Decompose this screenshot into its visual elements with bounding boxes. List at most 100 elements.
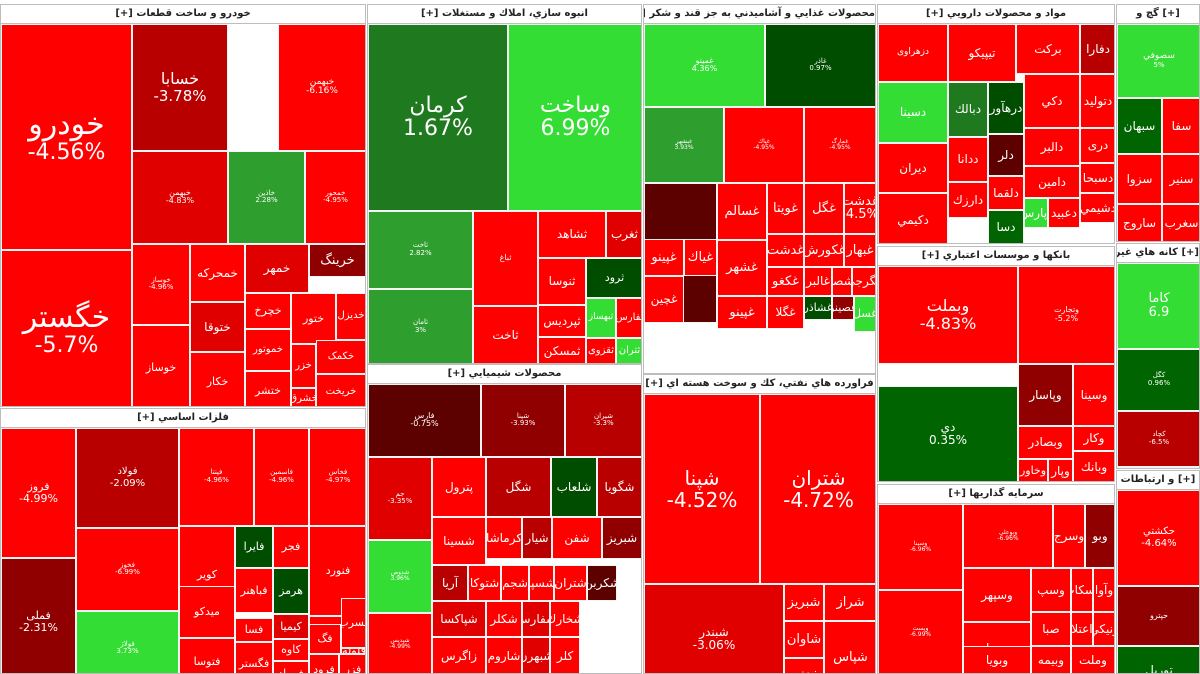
stock-tile[interactable]: خمحركه	[190, 244, 245, 302]
sector-title[interactable]: خودرو و ساخت قطعات [+]	[1, 5, 365, 24]
stock-tile[interactable]: ثشاهد	[538, 211, 606, 258]
stock-tile[interactable]: فايرا	[235, 526, 273, 568]
stock-tile[interactable]: ديران	[878, 143, 948, 193]
sector-title[interactable]: [+] گچ و	[1117, 5, 1199, 24]
stock-tile[interactable]: خكار	[190, 352, 245, 406]
stock-tile[interactable]: شگل	[486, 457, 551, 517]
stock-tile[interactable]: شيار	[522, 517, 552, 559]
stock-tile[interactable]: فخوز -6.99%	[76, 528, 179, 611]
stock-tile[interactable]: خوساز -4.96%	[132, 244, 190, 325]
stock-tile[interactable]: غكورش	[804, 234, 844, 267]
stock-tile[interactable]: خسابا -3.78%	[132, 24, 228, 151]
stock-tile[interactable]: وسپ	[1031, 568, 1071, 612]
stock-tile[interactable]: فتوسا	[179, 638, 235, 673]
stock-tile[interactable]: شاروم	[486, 637, 522, 673]
stock-tile[interactable]: خکمک	[316, 340, 365, 374]
stock-tile[interactable]: كرماشا	[486, 517, 522, 559]
stock-tile[interactable]: وتجارت -5.2%	[1018, 266, 1114, 364]
stock-tile[interactable]: غمينو 4.36%	[644, 24, 765, 107]
stock-tile[interactable]: شاوان	[784, 621, 824, 658]
stock-tile[interactable]: وبملت -4.83%	[878, 266, 1018, 364]
stock-tile[interactable]: جم -3.35%	[368, 457, 432, 540]
stock-tile[interactable]: فولاد -2.09%	[76, 428, 179, 528]
stock-tile[interactable]: ثامان 3%	[368, 289, 473, 363]
stock-tile[interactable]: وساخت 6.99%	[508, 24, 641, 211]
stock-tile[interactable]: غگل	[804, 183, 844, 234]
stock-tile[interactable]: شتوكا	[468, 565, 501, 601]
stock-tile[interactable]: شتران -4.72%	[760, 394, 875, 584]
stock-tile[interactable]: شفارس	[522, 601, 550, 637]
stock-tile[interactable]: تيپيكو	[948, 24, 1016, 82]
stock-tile[interactable]: درى	[1080, 128, 1114, 163]
sector-title[interactable]: [+] و ارتباطات	[1117, 471, 1199, 490]
stock-tile[interactable]: غسالم	[717, 183, 767, 240]
stock-tile[interactable]: وسرج	[1053, 504, 1085, 568]
stock-tile[interactable]: ثقزوی	[586, 338, 616, 363]
sector-title[interactable]: فلزات اساسي [+]	[1, 409, 365, 428]
sector-title[interactable]: سرمايه گذاريها [+]	[878, 485, 1114, 504]
stock-tile[interactable]: ختوقا	[190, 302, 245, 352]
stock-tile[interactable]: ختشر	[245, 371, 291, 406]
stock-tile[interactable]: وبو	[1085, 504, 1114, 568]
stock-tile[interactable]: وكار	[1073, 426, 1114, 451]
stock-tile[interactable]: وخاور	[1018, 459, 1048, 481]
stock-tile[interactable]: صبا	[1031, 612, 1071, 646]
stock-tile[interactable]: دتوليد	[1080, 74, 1114, 128]
stock-tile[interactable]: ونيكي	[1093, 612, 1114, 646]
stock-tile[interactable]: غياك	[684, 239, 717, 276]
sector-title[interactable]: مواد و محصولات دارويي [+]	[878, 5, 1114, 24]
stock-tile[interactable]: وآوا	[1093, 568, 1114, 612]
stock-tile[interactable]: فباهنر	[235, 568, 273, 613]
stock-tile[interactable]: خچرخ	[245, 293, 291, 329]
stock-tile[interactable]: شيران -3.3%	[565, 384, 641, 457]
stock-tile[interactable]: بركت	[1016, 24, 1080, 74]
stock-tile[interactable]: خگستر -5.7%	[1, 250, 132, 406]
stock-tile[interactable]: وسينا -6.96%	[878, 504, 963, 590]
stock-tile[interactable]: غالبر	[804, 267, 832, 296]
stock-tile[interactable]: ددانا	[948, 137, 988, 182]
sector-title[interactable]: انبوه سازي، املاك و مستغلات [+]	[368, 5, 641, 24]
stock-tile[interactable]: غبشهر 3.93%	[644, 107, 724, 183]
stock-tile[interactable]: فرود	[309, 654, 339, 673]
stock-tile[interactable]: دپارس	[1024, 198, 1048, 228]
stock-tile[interactable]: خبهمن -4.83%	[132, 151, 228, 244]
stock-tile[interactable]: خرينگ	[309, 244, 365, 277]
stock-tile[interactable]: سبهان	[1117, 98, 1162, 154]
stock-tile[interactable]: دسينا	[878, 82, 948, 143]
stock-tile[interactable]: كلر	[550, 637, 580, 673]
stock-tile[interactable]: وملت	[1071, 646, 1114, 673]
stock-tile[interactable]: وبيمه	[1031, 646, 1071, 673]
stock-tile[interactable]: شپاكسا	[432, 601, 486, 637]
stock-tile[interactable]: سزوا	[1117, 154, 1162, 204]
stock-tile[interactable]: شبهرن	[522, 637, 550, 673]
stock-tile[interactable]: شپنا -4.52%	[644, 394, 760, 584]
stock-tile[interactable]: كاوه	[273, 639, 309, 661]
stock-tile[interactable]: پترول	[432, 457, 486, 517]
stock-tile[interactable]: دسبحا	[1080, 163, 1114, 193]
stock-tile[interactable]: فروز -4.99%	[1, 428, 76, 558]
stock-tile[interactable]: كاما 6.9	[1117, 263, 1199, 349]
stock-tile[interactable]: ثاخت	[473, 306, 538, 363]
stock-tile[interactable]: غدشت-4.5%	[844, 183, 875, 234]
stock-tile[interactable]: ثنوسا	[538, 258, 586, 305]
stock-tile[interactable]: ميدكو	[179, 586, 235, 638]
stock-tile[interactable]: ثرود	[586, 258, 641, 298]
stock-tile[interactable]: دكي	[1024, 74, 1080, 128]
stock-tile[interactable]: شكلر	[486, 601, 522, 637]
stock-tile[interactable]: دارزك	[948, 182, 988, 218]
stock-tile[interactable]: غپینو	[717, 296, 767, 329]
stock-tile[interactable]: شخارك	[550, 601, 580, 637]
stock-tile[interactable]: توريل	[1117, 646, 1199, 673]
stock-tile[interactable]: خودرو -4.56%	[1, 24, 132, 250]
stock-tile[interactable]: دعبيد	[1048, 198, 1080, 228]
stock-tile[interactable]: فپنتا -4.96%	[179, 428, 254, 526]
stock-tile[interactable]: درهآور	[988, 82, 1024, 134]
stock-tile[interactable]: خدیزل	[336, 293, 365, 340]
stock-tile[interactable]: دامين	[1024, 166, 1080, 198]
stock-tile[interactable]: شراز	[824, 584, 875, 621]
stock-tile[interactable]: فسا	[235, 618, 273, 642]
stock-tile[interactable]: فجر	[273, 526, 309, 568]
stock-tile[interactable]: ساروج	[1117, 204, 1162, 241]
stock-tile[interactable]: دشيمي	[1080, 193, 1114, 223]
stock-tile[interactable]: غپينو	[644, 239, 684, 276]
